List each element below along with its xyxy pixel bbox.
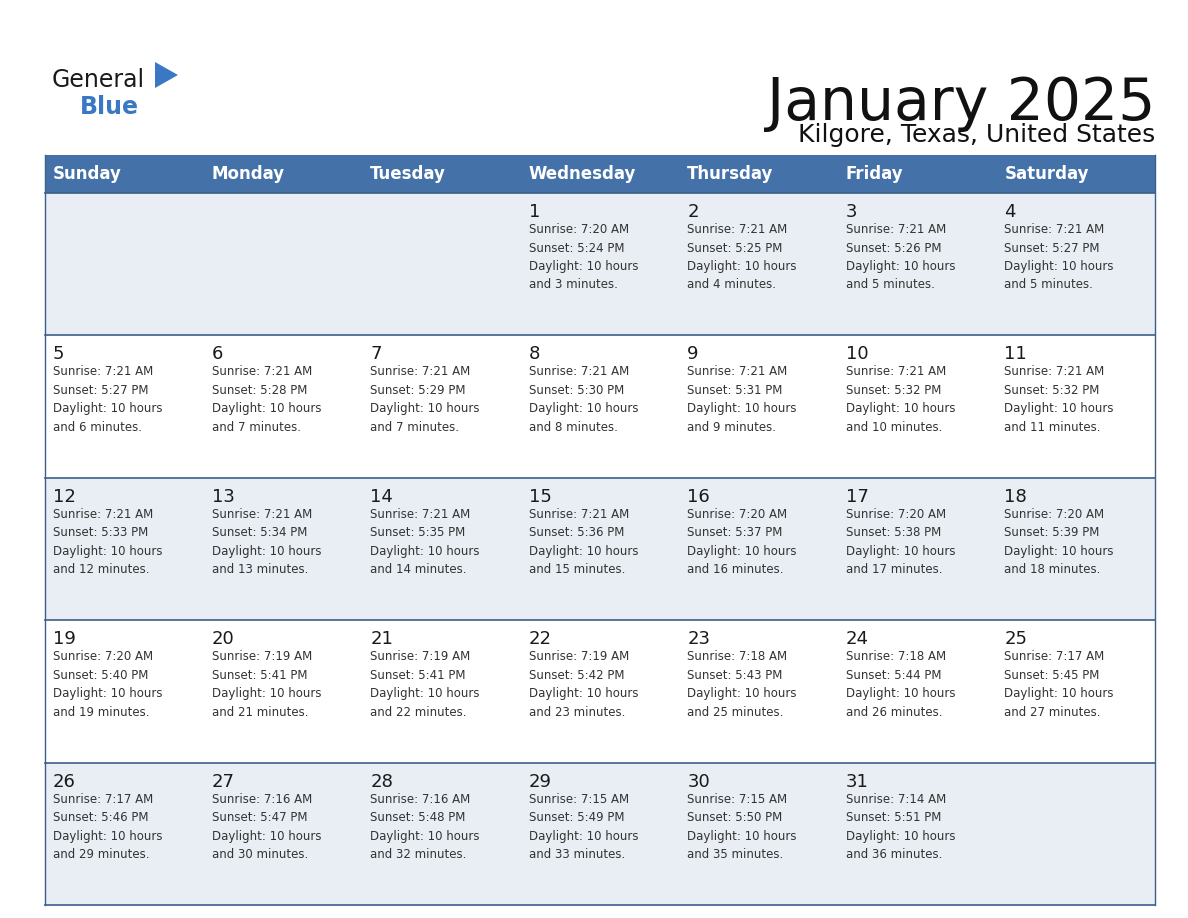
- Text: 21: 21: [371, 630, 393, 648]
- Text: 5: 5: [53, 345, 64, 364]
- Text: Sunrise: 7:19 AM
Sunset: 5:41 PM
Daylight: 10 hours
and 22 minutes.: Sunrise: 7:19 AM Sunset: 5:41 PM Dayligh…: [371, 650, 480, 719]
- Text: 20: 20: [211, 630, 234, 648]
- Text: Friday: Friday: [846, 165, 904, 183]
- Text: Sunrise: 7:21 AM
Sunset: 5:27 PM
Daylight: 10 hours
and 6 minutes.: Sunrise: 7:21 AM Sunset: 5:27 PM Dayligh…: [53, 365, 163, 434]
- Text: 30: 30: [688, 773, 710, 790]
- Bar: [45, 335, 1155, 477]
- Text: 1: 1: [529, 203, 541, 221]
- Text: 15: 15: [529, 487, 551, 506]
- Text: 27: 27: [211, 773, 234, 790]
- Text: 10: 10: [846, 345, 868, 364]
- Text: Sunrise: 7:19 AM
Sunset: 5:41 PM
Daylight: 10 hours
and 21 minutes.: Sunrise: 7:19 AM Sunset: 5:41 PM Dayligh…: [211, 650, 321, 719]
- Text: Sunrise: 7:21 AM
Sunset: 5:33 PM
Daylight: 10 hours
and 12 minutes.: Sunrise: 7:21 AM Sunset: 5:33 PM Dayligh…: [53, 508, 163, 577]
- Text: 9: 9: [688, 345, 699, 364]
- Text: Saturday: Saturday: [1004, 165, 1089, 183]
- Text: Sunrise: 7:21 AM
Sunset: 5:32 PM
Daylight: 10 hours
and 11 minutes.: Sunrise: 7:21 AM Sunset: 5:32 PM Dayligh…: [1004, 365, 1114, 434]
- Text: Sunrise: 7:20 AM
Sunset: 5:37 PM
Daylight: 10 hours
and 16 minutes.: Sunrise: 7:20 AM Sunset: 5:37 PM Dayligh…: [688, 508, 797, 577]
- Text: Tuesday: Tuesday: [371, 165, 446, 183]
- Text: Kilgore, Texas, United States: Kilgore, Texas, United States: [798, 123, 1155, 147]
- Text: 16: 16: [688, 487, 710, 506]
- Text: Wednesday: Wednesday: [529, 165, 636, 183]
- Text: 8: 8: [529, 345, 541, 364]
- Text: 3: 3: [846, 203, 858, 221]
- Text: General: General: [52, 68, 145, 92]
- Text: Sunrise: 7:18 AM
Sunset: 5:44 PM
Daylight: 10 hours
and 26 minutes.: Sunrise: 7:18 AM Sunset: 5:44 PM Dayligh…: [846, 650, 955, 719]
- Text: Sunrise: 7:16 AM
Sunset: 5:47 PM
Daylight: 10 hours
and 30 minutes.: Sunrise: 7:16 AM Sunset: 5:47 PM Dayligh…: [211, 792, 321, 861]
- Text: 12: 12: [53, 487, 76, 506]
- Text: 24: 24: [846, 630, 868, 648]
- Bar: [45, 621, 1155, 763]
- Text: Sunrise: 7:21 AM
Sunset: 5:32 PM
Daylight: 10 hours
and 10 minutes.: Sunrise: 7:21 AM Sunset: 5:32 PM Dayligh…: [846, 365, 955, 434]
- Bar: [45, 155, 1155, 193]
- Text: Sunrise: 7:21 AM
Sunset: 5:27 PM
Daylight: 10 hours
and 5 minutes.: Sunrise: 7:21 AM Sunset: 5:27 PM Dayligh…: [1004, 223, 1114, 292]
- Text: 31: 31: [846, 773, 868, 790]
- Polygon shape: [154, 62, 178, 88]
- Text: Sunrise: 7:21 AM
Sunset: 5:26 PM
Daylight: 10 hours
and 5 minutes.: Sunrise: 7:21 AM Sunset: 5:26 PM Dayligh…: [846, 223, 955, 292]
- Text: 14: 14: [371, 487, 393, 506]
- Text: 13: 13: [211, 487, 234, 506]
- Text: 23: 23: [688, 630, 710, 648]
- Text: Sunrise: 7:20 AM
Sunset: 5:24 PM
Daylight: 10 hours
and 3 minutes.: Sunrise: 7:20 AM Sunset: 5:24 PM Dayligh…: [529, 223, 638, 292]
- Text: January 2025: January 2025: [766, 75, 1155, 132]
- Text: Sunrise: 7:21 AM
Sunset: 5:35 PM
Daylight: 10 hours
and 14 minutes.: Sunrise: 7:21 AM Sunset: 5:35 PM Dayligh…: [371, 508, 480, 577]
- Text: 25: 25: [1004, 630, 1028, 648]
- Text: Sunrise: 7:14 AM
Sunset: 5:51 PM
Daylight: 10 hours
and 36 minutes.: Sunrise: 7:14 AM Sunset: 5:51 PM Dayligh…: [846, 792, 955, 861]
- Text: 2: 2: [688, 203, 699, 221]
- Text: 19: 19: [53, 630, 76, 648]
- Text: Sunrise: 7:20 AM
Sunset: 5:38 PM
Daylight: 10 hours
and 17 minutes.: Sunrise: 7:20 AM Sunset: 5:38 PM Dayligh…: [846, 508, 955, 577]
- Text: 26: 26: [53, 773, 76, 790]
- Text: Sunrise: 7:15 AM
Sunset: 5:50 PM
Daylight: 10 hours
and 35 minutes.: Sunrise: 7:15 AM Sunset: 5:50 PM Dayligh…: [688, 792, 797, 861]
- Text: Monday: Monday: [211, 165, 285, 183]
- Text: Sunrise: 7:15 AM
Sunset: 5:49 PM
Daylight: 10 hours
and 33 minutes.: Sunrise: 7:15 AM Sunset: 5:49 PM Dayligh…: [529, 792, 638, 861]
- Text: 18: 18: [1004, 487, 1028, 506]
- Text: Sunrise: 7:20 AM
Sunset: 5:39 PM
Daylight: 10 hours
and 18 minutes.: Sunrise: 7:20 AM Sunset: 5:39 PM Dayligh…: [1004, 508, 1114, 577]
- Text: Sunrise: 7:16 AM
Sunset: 5:48 PM
Daylight: 10 hours
and 32 minutes.: Sunrise: 7:16 AM Sunset: 5:48 PM Dayligh…: [371, 792, 480, 861]
- Bar: [45, 193, 1155, 335]
- Text: 22: 22: [529, 630, 551, 648]
- Text: Sunrise: 7:21 AM
Sunset: 5:36 PM
Daylight: 10 hours
and 15 minutes.: Sunrise: 7:21 AM Sunset: 5:36 PM Dayligh…: [529, 508, 638, 577]
- Text: 17: 17: [846, 487, 868, 506]
- Text: Sunrise: 7:20 AM
Sunset: 5:40 PM
Daylight: 10 hours
and 19 minutes.: Sunrise: 7:20 AM Sunset: 5:40 PM Dayligh…: [53, 650, 163, 719]
- Text: 4: 4: [1004, 203, 1016, 221]
- Text: Blue: Blue: [80, 95, 139, 119]
- Text: Sunrise: 7:17 AM
Sunset: 5:46 PM
Daylight: 10 hours
and 29 minutes.: Sunrise: 7:17 AM Sunset: 5:46 PM Dayligh…: [53, 792, 163, 861]
- Text: Sunrise: 7:21 AM
Sunset: 5:30 PM
Daylight: 10 hours
and 8 minutes.: Sunrise: 7:21 AM Sunset: 5:30 PM Dayligh…: [529, 365, 638, 434]
- Text: Sunday: Sunday: [53, 165, 122, 183]
- Bar: [45, 477, 1155, 621]
- Text: 29: 29: [529, 773, 551, 790]
- Text: Sunrise: 7:21 AM
Sunset: 5:31 PM
Daylight: 10 hours
and 9 minutes.: Sunrise: 7:21 AM Sunset: 5:31 PM Dayligh…: [688, 365, 797, 434]
- Text: Sunrise: 7:17 AM
Sunset: 5:45 PM
Daylight: 10 hours
and 27 minutes.: Sunrise: 7:17 AM Sunset: 5:45 PM Dayligh…: [1004, 650, 1114, 719]
- Text: Sunrise: 7:21 AM
Sunset: 5:34 PM
Daylight: 10 hours
and 13 minutes.: Sunrise: 7:21 AM Sunset: 5:34 PM Dayligh…: [211, 508, 321, 577]
- Text: 28: 28: [371, 773, 393, 790]
- Text: Sunrise: 7:21 AM
Sunset: 5:25 PM
Daylight: 10 hours
and 4 minutes.: Sunrise: 7:21 AM Sunset: 5:25 PM Dayligh…: [688, 223, 797, 292]
- Text: Sunrise: 7:21 AM
Sunset: 5:29 PM
Daylight: 10 hours
and 7 minutes.: Sunrise: 7:21 AM Sunset: 5:29 PM Dayligh…: [371, 365, 480, 434]
- Text: Sunrise: 7:21 AM
Sunset: 5:28 PM
Daylight: 10 hours
and 7 minutes.: Sunrise: 7:21 AM Sunset: 5:28 PM Dayligh…: [211, 365, 321, 434]
- Text: Sunrise: 7:19 AM
Sunset: 5:42 PM
Daylight: 10 hours
and 23 minutes.: Sunrise: 7:19 AM Sunset: 5:42 PM Dayligh…: [529, 650, 638, 719]
- Text: 6: 6: [211, 345, 223, 364]
- Text: 7: 7: [371, 345, 381, 364]
- Text: 11: 11: [1004, 345, 1028, 364]
- Text: Thursday: Thursday: [688, 165, 773, 183]
- Text: Sunrise: 7:18 AM
Sunset: 5:43 PM
Daylight: 10 hours
and 25 minutes.: Sunrise: 7:18 AM Sunset: 5:43 PM Dayligh…: [688, 650, 797, 719]
- Bar: [45, 763, 1155, 905]
